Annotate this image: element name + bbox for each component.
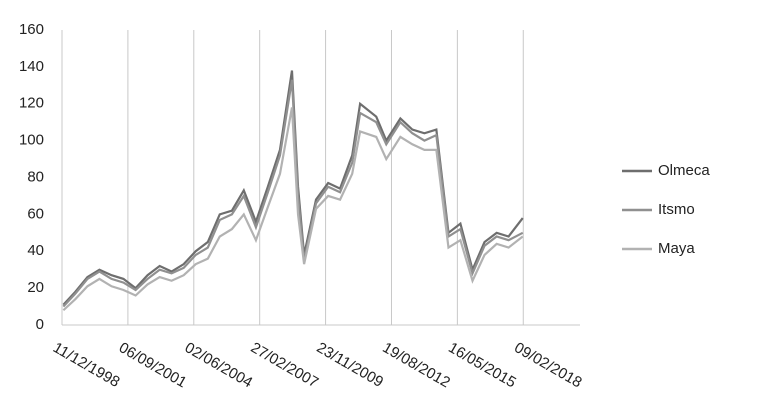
y-tick-label: 160: [19, 21, 44, 38]
y-tick-label: 80: [27, 168, 44, 185]
legend-label: Itsmo: [658, 201, 695, 218]
x-tick-label: 09/02/2018: [511, 339, 585, 391]
y-tick-label: 0: [36, 316, 44, 333]
y-tick-label: 100: [19, 132, 44, 149]
y-tick-label: 20: [27, 279, 44, 296]
x-tick-label: 16/05/2015: [445, 339, 519, 391]
series-line: [62, 79, 524, 308]
series-line: [62, 107, 524, 312]
x-tick-label: 02/06/2004: [182, 339, 256, 391]
y-tick-label: 60: [27, 205, 44, 222]
x-tick-label: 23/11/2009: [314, 339, 387, 391]
x-tick-label: 19/08/2012: [379, 339, 453, 391]
y-tick-label: 120: [19, 95, 44, 112]
x-tick-label: 11/12/1998: [50, 339, 123, 391]
x-tick-label: 27/02/2007: [248, 339, 322, 391]
y-tick-label: 140: [19, 58, 44, 75]
legend-label: Olmeca: [658, 162, 710, 179]
x-tick-label: 06/09/2001: [116, 339, 190, 391]
legend-label: Maya: [658, 240, 695, 257]
y-tick-label: 40: [27, 242, 44, 259]
